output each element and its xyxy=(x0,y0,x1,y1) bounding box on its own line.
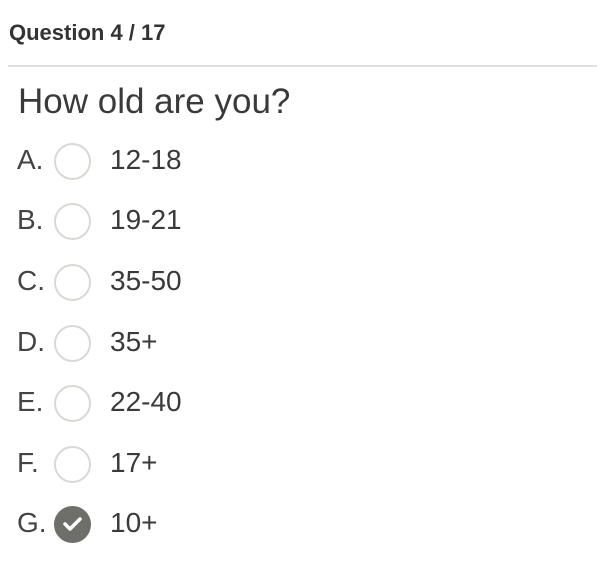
option-label: 10+ xyxy=(110,507,158,538)
option-letter: C. xyxy=(17,265,45,296)
option-g[interactable]: G. 10+ xyxy=(0,504,600,544)
radio-button[interactable] xyxy=(54,203,91,240)
radio-button[interactable] xyxy=(54,325,91,362)
option-label: 22-40 xyxy=(110,386,182,417)
radio-button[interactable] xyxy=(54,385,91,422)
option-a[interactable]: A. 12-18 xyxy=(0,141,600,181)
option-letter: G. xyxy=(17,507,47,538)
radio-button[interactable] xyxy=(54,143,91,180)
checkmark-icon xyxy=(63,517,82,531)
option-label: 35+ xyxy=(110,326,158,357)
divider xyxy=(8,65,597,67)
option-letter: E. xyxy=(17,386,44,417)
option-letter: A. xyxy=(17,144,44,175)
option-label: 12-18 xyxy=(110,144,182,175)
option-b[interactable]: B. 19-21 xyxy=(0,201,600,241)
radio-button[interactable] xyxy=(54,264,91,301)
option-c[interactable]: C. 35-50 xyxy=(0,262,600,302)
option-label: 19-21 xyxy=(110,204,182,235)
option-letter: D. xyxy=(17,326,45,357)
option-letter: F. xyxy=(17,447,39,478)
option-label: 17+ xyxy=(110,447,158,478)
option-letter: B. xyxy=(17,204,44,235)
option-label: 35-50 xyxy=(110,265,182,296)
question-text: How old are you? xyxy=(18,82,291,121)
radio-button[interactable] xyxy=(54,446,91,483)
option-e[interactable]: E. 22-40 xyxy=(0,383,600,423)
option-d[interactable]: D. 35+ xyxy=(0,323,600,363)
radio-button[interactable] xyxy=(54,506,91,543)
question-counter: Question 4 / 17 xyxy=(9,20,166,45)
option-f[interactable]: F. 17+ xyxy=(0,444,600,484)
